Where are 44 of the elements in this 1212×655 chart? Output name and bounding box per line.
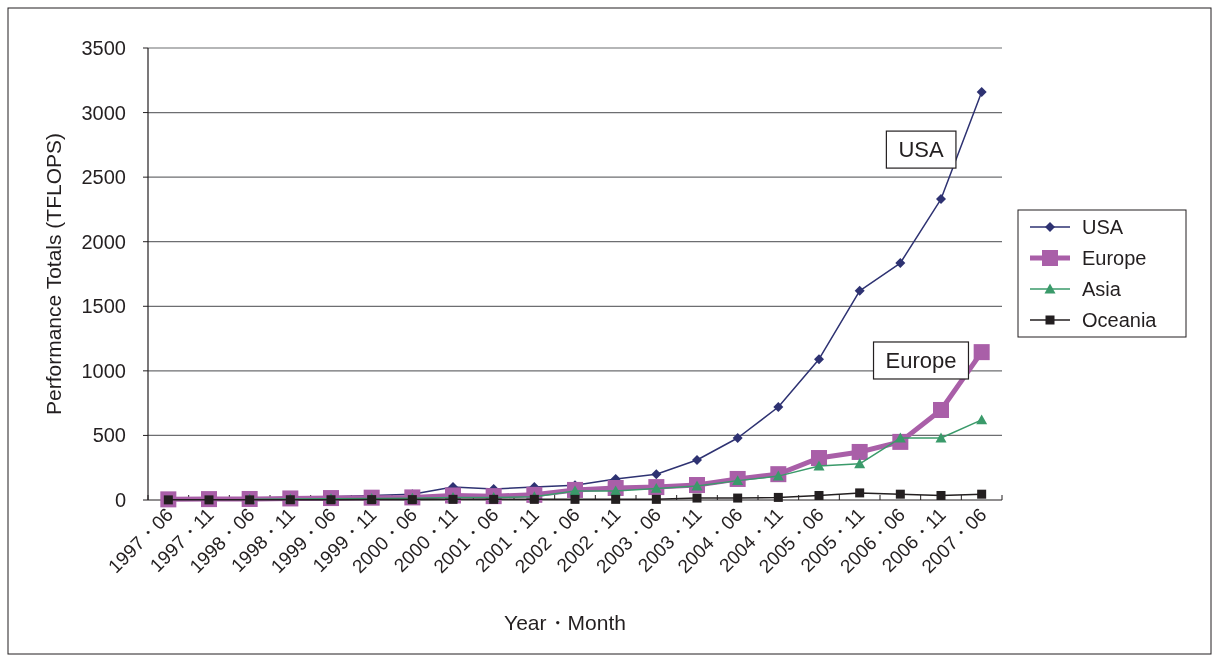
point [733, 493, 743, 503]
point [611, 494, 621, 504]
point [851, 443, 868, 460]
legend-label: USA [1082, 216, 1124, 238]
point [814, 490, 824, 500]
point [973, 344, 990, 361]
x-axis-title: Year・Month [504, 611, 626, 634]
point [692, 454, 702, 465]
point [651, 469, 662, 480]
y-tick-label: 3500 [81, 37, 126, 59]
legend-label: Europe [1082, 247, 1147, 269]
point [935, 432, 947, 443]
y-tick-label: 0 [114, 489, 126, 511]
point [651, 494, 661, 504]
point [813, 460, 825, 471]
point [814, 354, 824, 365]
point [976, 86, 987, 97]
point [773, 492, 783, 502]
point [854, 458, 866, 469]
point [855, 488, 865, 498]
point [895, 258, 906, 269]
y-tick-label: 3000 [81, 101, 126, 124]
legend-label: Asia [1082, 278, 1122, 300]
annotation: USA [898, 137, 944, 163]
point [936, 194, 946, 205]
point [976, 414, 988, 425]
point [811, 450, 827, 467]
y-tick-label: 500 [92, 424, 126, 447]
point [773, 402, 784, 413]
legend-label: Oceania [1082, 309, 1158, 331]
y-tick-label: 1000 [81, 359, 126, 382]
point [933, 401, 949, 418]
y-tick-label: 1500 [81, 295, 126, 318]
point [732, 433, 743, 444]
point [570, 494, 580, 504]
point [854, 285, 865, 296]
y-axis-title: Performance Totals (TFLOPS) [42, 132, 65, 416]
point [692, 493, 702, 503]
point [936, 490, 946, 500]
point [895, 489, 905, 499]
y-tick-label: 2000 [81, 230, 126, 253]
y-tick-label: 2500 [81, 166, 126, 189]
annotation: Europe [885, 347, 957, 373]
point [977, 489, 987, 499]
